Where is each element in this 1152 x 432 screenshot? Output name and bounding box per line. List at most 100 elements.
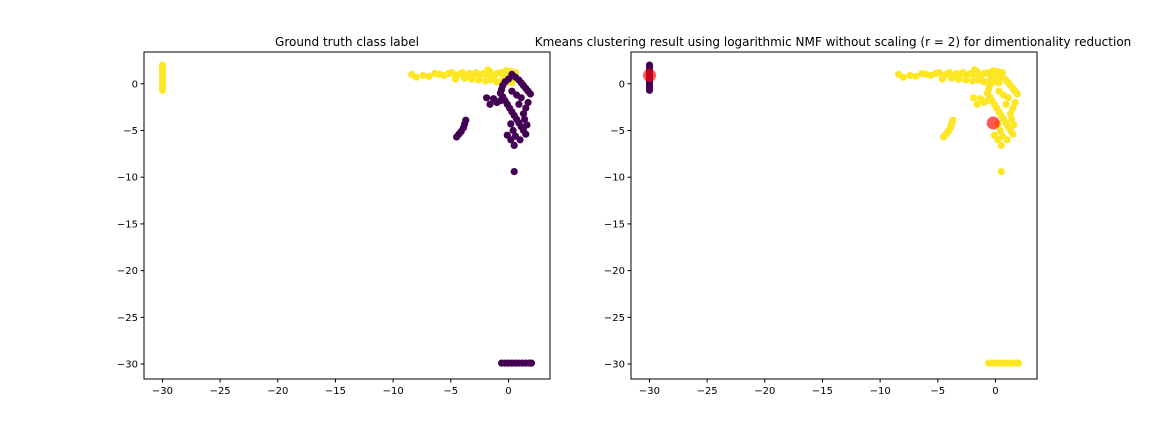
data-point <box>481 77 489 85</box>
y-tick-label: 0 <box>619 79 625 90</box>
x-tick-label: −25 <box>210 386 231 397</box>
y-tick-label: −5 <box>610 126 625 137</box>
data-point <box>483 94 491 102</box>
data-point <box>508 87 516 95</box>
x-tick-label: −5 <box>930 386 945 397</box>
data-point <box>503 131 511 139</box>
x-tick-label: −15 <box>812 386 833 397</box>
data-point <box>524 98 532 107</box>
x-tick-label: −20 <box>267 386 288 397</box>
y-tick-label: 0 <box>132 79 138 90</box>
data-point <box>461 74 469 82</box>
data-point <box>973 100 981 108</box>
x-tick-label: −30 <box>639 386 660 397</box>
y-tick-label: −10 <box>117 173 138 184</box>
y-tick-label: −20 <box>117 266 138 277</box>
data-point <box>523 121 531 129</box>
data-point <box>990 131 998 139</box>
y-tick-label: −30 <box>604 360 625 371</box>
data-point <box>1003 136 1011 144</box>
data-point <box>489 95 498 103</box>
centroid-marker <box>643 68 656 82</box>
x-tick-label: −30 <box>152 386 173 397</box>
y-tick-label: −5 <box>123 126 138 137</box>
data-point <box>906 71 914 79</box>
data-point <box>526 90 535 98</box>
data-point <box>507 120 515 128</box>
data-point <box>419 71 427 79</box>
data-point <box>912 72 920 80</box>
data-point <box>995 87 1003 95</box>
x-tick-label: 0 <box>505 386 511 397</box>
data-point <box>997 168 1005 176</box>
left-axis-ticks: −30 −25 −20 −15 −10 −5 0 0 −5 −10 −15 −20 −25 −30 <box>117 79 512 397</box>
data-point <box>974 76 982 84</box>
data-point <box>515 100 523 108</box>
data-point <box>487 76 495 84</box>
x-tick-label: −10 <box>870 386 891 397</box>
y-tick-label: −10 <box>604 173 625 184</box>
data-point <box>522 130 530 138</box>
data-point <box>453 133 461 141</box>
data-point <box>961 76 970 84</box>
data-point <box>1013 90 1022 98</box>
left-data-points <box>158 61 536 367</box>
right-series-1 <box>895 66 1023 367</box>
data-point <box>509 126 517 135</box>
x-tick-label: −15 <box>325 386 346 397</box>
y-tick-label: −25 <box>117 313 138 324</box>
data-point <box>976 95 985 103</box>
data-point <box>451 75 459 83</box>
data-point <box>468 75 476 83</box>
data-point <box>502 67 510 75</box>
data-point <box>1009 130 1017 138</box>
data-point <box>899 73 907 81</box>
y-tick-label: −15 <box>604 219 625 230</box>
right-axis-ticks: −30 −25 −20 −15 −10 −5 0 0 −5 −10 −15 −20 −25 −30 <box>604 79 999 397</box>
left-axes-frame <box>143 51 551 380</box>
x-tick-label: −25 <box>697 386 718 397</box>
data-point <box>1011 98 1019 107</box>
data-point <box>938 75 947 83</box>
x-tick-label: −10 <box>383 386 404 397</box>
data-point <box>486 100 494 108</box>
left-series-1 <box>453 70 536 367</box>
data-point <box>521 115 529 123</box>
y-tick-label: −20 <box>604 266 625 277</box>
data-point <box>158 86 167 94</box>
data-point <box>971 66 979 74</box>
centroid-marker <box>986 116 1000 130</box>
data-point <box>516 136 524 144</box>
data-point <box>412 73 420 81</box>
data-point <box>522 104 530 112</box>
data-point <box>1002 100 1010 108</box>
data-point <box>1010 121 1018 129</box>
data-point <box>510 168 518 176</box>
x-tick-label: −20 <box>754 386 775 397</box>
data-point <box>997 141 1005 149</box>
x-tick-label: 0 <box>992 386 998 397</box>
data-point <box>940 133 948 141</box>
data-point <box>1008 115 1016 123</box>
data-point <box>948 74 956 82</box>
data-point <box>474 76 483 84</box>
data-point <box>989 67 997 75</box>
data-point <box>980 78 988 86</box>
data-point <box>968 77 977 85</box>
data-point <box>1006 110 1015 118</box>
data-point <box>493 78 501 86</box>
left-chart-title: Ground truth class label <box>275 35 419 49</box>
x-tick-label: −5 <box>443 386 458 397</box>
data-point <box>1009 104 1017 112</box>
y-tick-label: −25 <box>604 313 625 324</box>
data-point <box>955 75 963 83</box>
right-data-points <box>643 61 1023 367</box>
data-point <box>996 126 1004 135</box>
data-point <box>1014 359 1023 367</box>
data-point <box>519 110 528 118</box>
right-chart-title: Kmeans clustering result using logarithm… <box>535 35 1132 49</box>
data-point <box>510 141 518 149</box>
data-point <box>970 94 978 102</box>
